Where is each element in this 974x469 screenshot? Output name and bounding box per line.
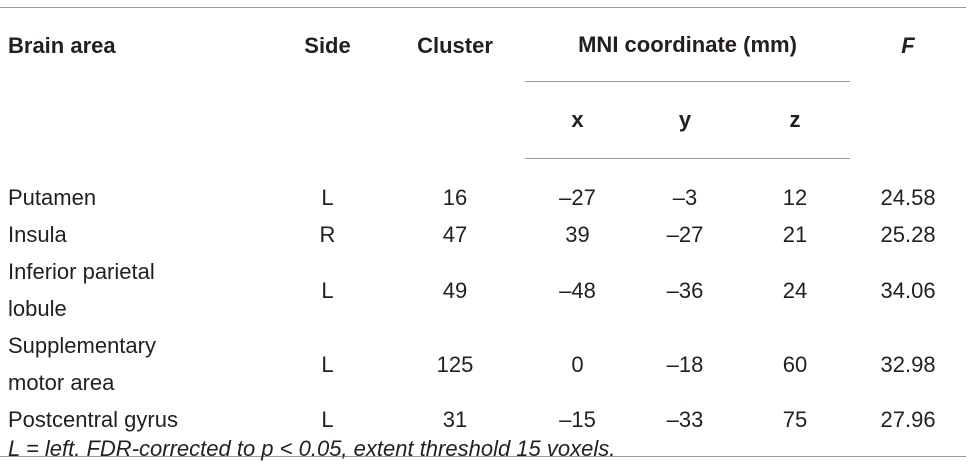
header-cell: MNI coordinate (mm) [525, 7, 851, 82]
table-cell: –36 [666, 277, 704, 303]
header-cell: z [740, 81, 851, 159]
table-row: Insula R 47 39 –27 21 25.28 [0, 216, 966, 253]
cell-text: Inferior parietal lobule [8, 259, 155, 321]
header-cell: F [850, 7, 967, 159]
header-cell: Side [270, 7, 385, 159]
table-cell: 32.98 [880, 351, 936, 377]
table-cell: 25.28 [880, 222, 936, 247]
table-cell: R [319, 222, 336, 247]
table-cell: 34.06 [880, 277, 936, 303]
footnote: L = left. FDR-corrected to p < 0.05, ext… [8, 436, 616, 461]
table-cell: 24.58 [880, 184, 936, 210]
table-row: Putamen L 16 –27 –3 12 24.58 [0, 159, 966, 217]
header-cell: x [525, 81, 630, 159]
table-cell: 75 [740, 401, 851, 457]
header-cell: Cluster [385, 7, 525, 159]
table-cell: –48 [559, 277, 596, 303]
table-cell: –18 [666, 351, 704, 377]
table-cell: –33 [630, 401, 740, 457]
header-cell: Brain area [0, 7, 270, 159]
table-cell: 39 [565, 222, 590, 247]
cell-text: Supplementary motor area [8, 333, 156, 395]
table-cell: Supplementary motor area [0, 327, 270, 401]
table-cell: L [270, 401, 385, 457]
table-row: Inferior parietal lobule L 49 –48 –36 24 34.06 [0, 253, 966, 327]
table-cell: L [321, 351, 334, 377]
table-cell: Putamen [0, 159, 270, 217]
table-cell: 49 [442, 277, 468, 303]
table-cell: –27 [559, 185, 596, 210]
table-cell: 16 [442, 184, 468, 210]
table-cell: L [321, 277, 334, 303]
cell-text: Insula [8, 222, 67, 247]
table-cell: 125 [436, 351, 474, 377]
table-cell: 21 [782, 222, 808, 247]
table-row: Supplementary motor area L 125 0 –18 60 32.98 [0, 327, 966, 401]
table-cell: 31 [385, 401, 525, 457]
table-body: Putamen L 16 –27 –3 12 24.58 Insula R 47 39 –27 21 25… [0, 159, 967, 457]
table-cell: Insula [0, 216, 270, 253]
table-cell: 12 [782, 185, 808, 210]
header-cell: y [630, 81, 740, 159]
table-cell: Inferior parietal lobule [0, 253, 270, 327]
table-cell: Postcentral gyrus [0, 401, 270, 457]
table-cell: 47 [442, 222, 468, 247]
table-cell: 24 [782, 277, 808, 303]
table-cell: –27 [666, 222, 704, 247]
table-cell: 60 [782, 351, 808, 377]
table-cell: –3 [672, 185, 698, 210]
table-cell: 27.96 [850, 401, 967, 457]
table-cell: L [321, 184, 334, 210]
cell-text: Postcentral gyrus [8, 407, 178, 432]
cell-text: Putamen [8, 184, 97, 210]
table-cell: –15 [525, 401, 630, 457]
table-row: Postcentral gyrus L 31 –15 –33 75 27.96 [0, 401, 967, 457]
table-cell: 0 [571, 351, 584, 377]
results-table: Brain area Side Cluster MNI coordinate (… [0, 7, 967, 457]
